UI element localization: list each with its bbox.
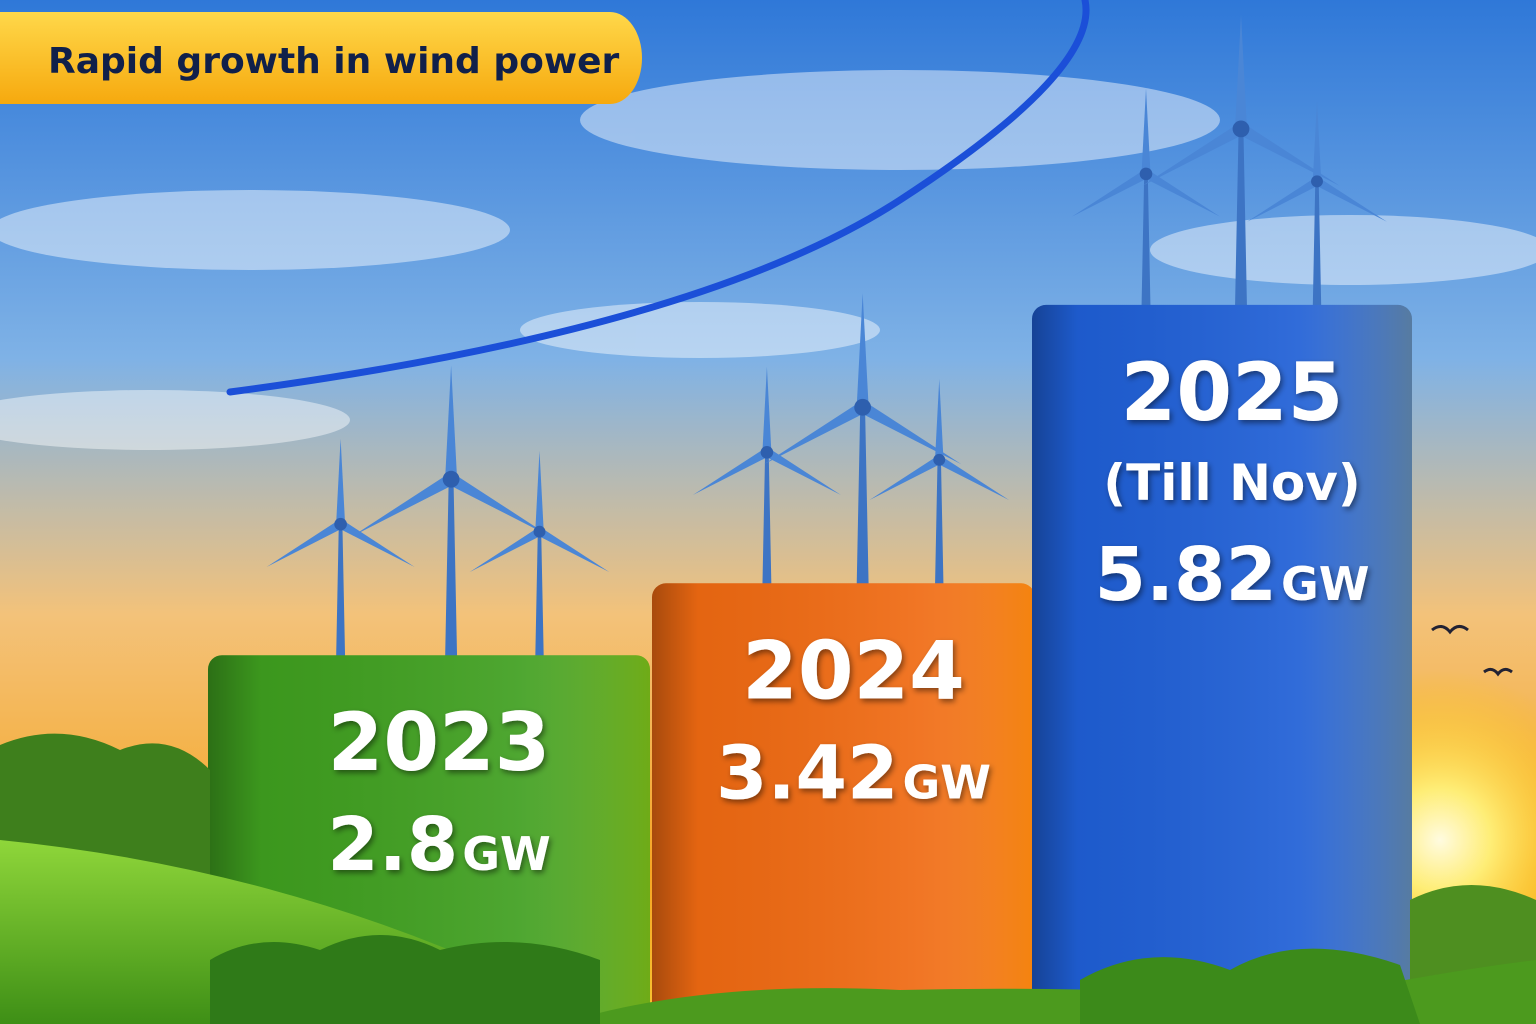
value-label-group: 5.82GW xyxy=(1094,532,1369,618)
turbine-blade xyxy=(692,448,770,496)
turbine-hub xyxy=(1232,120,1250,138)
turbine-tower xyxy=(336,524,346,660)
turbine-blade xyxy=(1235,14,1247,129)
chart-title: Rapid growth in wind power xyxy=(48,41,620,82)
wind-turbine xyxy=(692,366,841,588)
turbine-blade xyxy=(338,520,415,567)
turbine-blade xyxy=(448,474,550,537)
turbine-tower xyxy=(535,531,544,660)
category-label: 2023 xyxy=(328,696,551,789)
turbine-blade xyxy=(937,456,1010,501)
annotation: (Till Nov) xyxy=(1103,454,1360,512)
wind-turbine xyxy=(763,293,962,588)
turbine-tower xyxy=(1141,173,1151,309)
turbine-hub xyxy=(760,445,774,459)
growth-curve xyxy=(226,0,1090,396)
turbine-tower xyxy=(445,479,458,660)
unit-label: GW xyxy=(903,755,992,809)
turbine-hub xyxy=(933,453,946,466)
turbine-hub xyxy=(854,398,872,416)
wind-turbine xyxy=(469,450,610,660)
wind-turbine xyxy=(1247,100,1387,309)
turbine-blade xyxy=(445,365,458,480)
turbine-blade xyxy=(764,448,841,496)
unit-label: GW xyxy=(462,827,551,881)
turbine-blade xyxy=(763,402,866,465)
turbine-tower xyxy=(935,459,944,588)
birds xyxy=(1431,625,1513,677)
wind-turbine xyxy=(352,365,550,660)
category-label: 2024 xyxy=(742,624,965,717)
turbine-blade xyxy=(469,528,542,573)
value-label: 3.42 xyxy=(716,730,899,816)
turbine-hub xyxy=(533,525,546,538)
turbine-blade xyxy=(535,450,544,532)
turbine-hub xyxy=(334,517,347,531)
turbine-blade xyxy=(1143,169,1221,217)
turbine-hub xyxy=(1311,175,1323,188)
turbine-blade xyxy=(935,379,944,460)
foliage xyxy=(0,733,1536,1024)
unit-label: GW xyxy=(1281,557,1370,611)
turbine-blade xyxy=(336,438,346,525)
title-banner xyxy=(0,12,642,104)
wind-turbine xyxy=(266,438,415,660)
turbine-tower xyxy=(1235,128,1247,309)
value-label-group: 3.42GW xyxy=(716,730,991,816)
value-label: 5.82 xyxy=(1094,532,1277,618)
turbine-blade xyxy=(537,528,610,573)
turbine-tower xyxy=(1312,181,1322,309)
turbine-tower xyxy=(856,407,869,588)
turbine-blade xyxy=(856,293,869,408)
turbine-blade xyxy=(1071,169,1149,217)
turbine-blade xyxy=(869,456,942,501)
turbine-blade xyxy=(1314,177,1387,222)
wind-turbine xyxy=(869,379,1010,588)
wind-turbine xyxy=(1071,88,1221,309)
value-label: 2.8 xyxy=(327,802,458,888)
bar-shading xyxy=(652,583,1035,1024)
turbine-hub xyxy=(442,470,460,488)
turbine-tower xyxy=(762,452,772,588)
turbine-blade xyxy=(1142,123,1244,186)
turbine-blade xyxy=(1141,88,1151,174)
turbine-blade xyxy=(1312,100,1322,182)
turbine-blade xyxy=(762,366,772,453)
category-label: 2025 xyxy=(1121,346,1344,439)
value-label-group: 2.8GW xyxy=(327,802,551,888)
turbine-blade xyxy=(266,520,343,567)
turbine-blade xyxy=(1247,177,1320,222)
turbine-blade xyxy=(352,474,455,537)
turbine-hub xyxy=(1139,167,1153,181)
bar-shading xyxy=(1032,304,1412,1024)
